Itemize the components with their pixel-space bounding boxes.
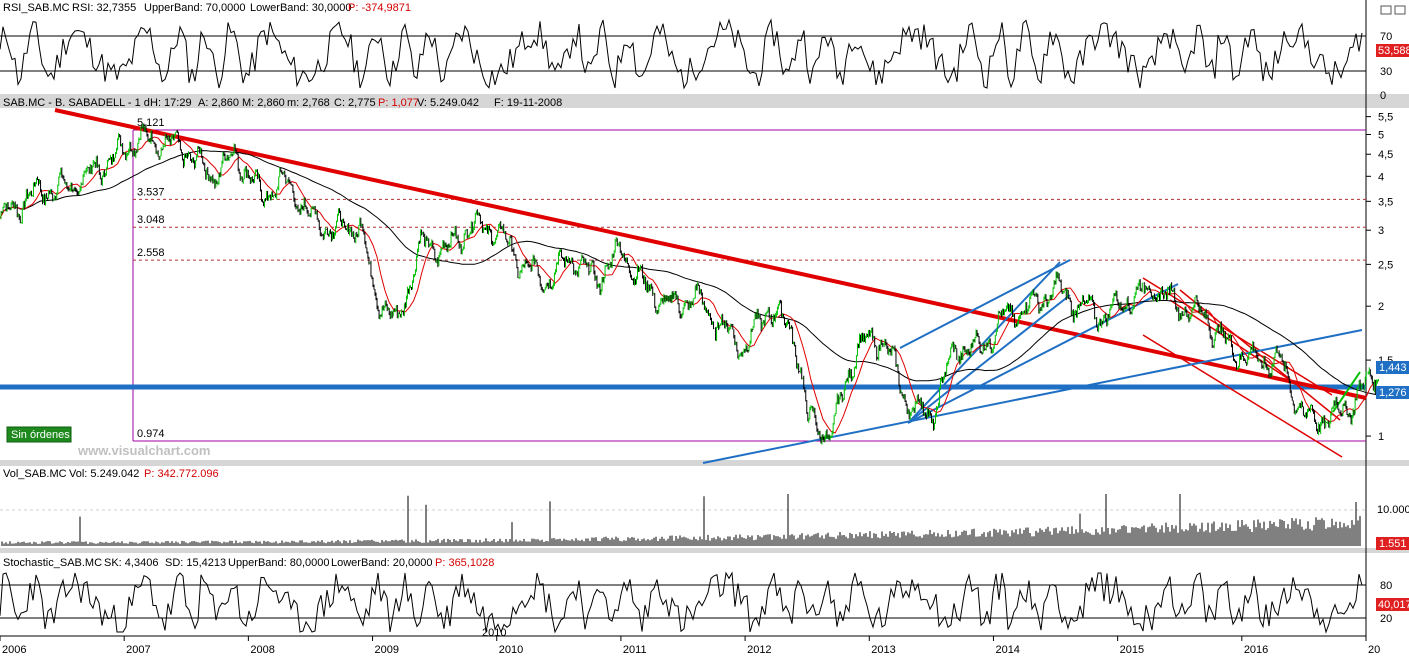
stochastic-line: [0, 571, 1363, 634]
rsi-header-p: P: -374,9871: [348, 2, 411, 14]
time-label-2014: 2014: [995, 644, 1019, 656]
moving-average-slow: [0, 150, 1379, 396]
price-header-c: C: 2,775: [334, 97, 376, 109]
rsi-axis-70: 70: [1380, 31, 1392, 43]
price-header-a: A: 2,860: [198, 97, 239, 109]
volume-separator[interactable]: [0, 548, 1409, 553]
price-axis-label-9: 1: [1378, 431, 1384, 443]
price-axis-label-3: 4: [1378, 171, 1384, 183]
watermark: www.visualchart.com: [77, 443, 210, 458]
price-axis-label-1: 5: [1378, 129, 1384, 141]
trend-red-inner-1[interactable]: [1169, 299, 1291, 381]
level-label-1: 3.537: [137, 186, 165, 198]
rsi-panel[interactable]: RSI_SAB.MC RSI: 32,7355 UpperBand: 70,00…: [0, 2, 1409, 102]
stoch-header-lower: LowerBand: 20,0000: [331, 557, 433, 569]
sin-ordenes-badge-bg[interactable]: [6, 426, 72, 443]
price-current-label: 1,443: [1379, 362, 1407, 374]
level-label-4: 0.974: [137, 428, 165, 440]
price-panel[interactable]: SAB.MC - B. SABADELL - 1 d H: 17:29 A: 2…: [0, 97, 1409, 464]
rsi-axis-30: 30: [1380, 66, 1392, 78]
price-axis-label-4: 3,5: [1378, 196, 1393, 208]
price-axis-label-2: 4,5: [1378, 149, 1393, 161]
time-label-2007: 2007: [126, 644, 150, 656]
rsi-header-upper: UpperBand: 70,0000: [144, 2, 246, 14]
rsi-header-value: RSI: 32,7355: [72, 2, 136, 14]
trend-red-channel-bottom[interactable]: [1142, 334, 1343, 458]
stoch-header-name: Stochastic_SAB.MC: [3, 557, 102, 569]
rsi-current-label: 53,588: [1378, 45, 1409, 57]
price-axis-label-0: 5,5: [1378, 112, 1393, 124]
rsi-header-name: RSI_SAB.MC: [3, 2, 70, 14]
stoch-axis-80: 80: [1380, 580, 1392, 592]
rsi-line: [0, 18, 1363, 90]
price-axis-label-7: 2: [1378, 301, 1384, 313]
price-header-p: P: 1,077: [378, 97, 419, 109]
rsi-header-lower: LowerBand: 30,0000: [250, 2, 352, 14]
stoch-header-upper: UpperBand: 80,0000: [228, 557, 330, 569]
volume-bars: [1, 494, 1361, 546]
stoch-header-p: P: 365,1028: [435, 557, 494, 569]
time-label-2013: 2013: [871, 644, 895, 656]
time-label-2010: 2010: [499, 644, 523, 656]
level-label-2: 3.048: [137, 214, 165, 226]
price-header-m: M: 2,860: [242, 97, 285, 109]
volume-header-name: Vol_SAB.MC: [3, 468, 67, 480]
time-label-20: 20: [1368, 644, 1380, 656]
price-header-mm: m: 2,768: [287, 97, 330, 109]
trend-blue-long[interactable]: [702, 329, 1363, 464]
time-label-2006: 2006: [2, 644, 26, 656]
trend-blue-fan-1[interactable]: [899, 259, 1071, 349]
time-label-2015: 2015: [1120, 644, 1144, 656]
price-axis-label-5: 3: [1378, 225, 1384, 237]
stochastic-panel[interactable]: Stochastic_SAB.MC SK: 4,3406 SD: 15,4213…: [0, 557, 1409, 639]
price-header-f: F: 19-11-2008: [494, 97, 562, 109]
volume-header-vol: Vol: 5.249.042: [69, 468, 139, 480]
volume-panel[interactable]: Vol_SAB.MC Vol: 5.249.042 P: 342.772.096…: [0, 468, 1409, 550]
time-label-2012: 2012: [747, 644, 771, 656]
price-axis-label-6: 2,5: [1378, 259, 1393, 271]
price-header-h: H: 17:29: [150, 97, 192, 109]
time-label-2011: 2011: [623, 644, 647, 656]
level-label-3: 2.558: [137, 247, 165, 259]
rsi-axis-0: 0: [1380, 90, 1386, 102]
trend-red-inner-2[interactable]: [1179, 289, 1341, 421]
stoch-header-sd: SD: 15,4213: [165, 557, 226, 569]
time-axis: 2006 2007 2008 2009 2010 2011 2012 2013 2014 2015…: [0, 636, 1380, 656]
volume-axis-10000: 10.000: [1377, 504, 1409, 516]
rsi-separator[interactable]: [0, 94, 1409, 108]
time-label-2016: 2016: [1244, 644, 1268, 656]
stoch-current-label: 40,017: [1378, 599, 1409, 611]
trend-red-main[interactable]: [54, 108, 1367, 400]
time-label-2008: 2008: [250, 644, 274, 656]
price-bars: [0, 123, 1379, 445]
price-header-name: SAB.MC - B. SABADELL - 1 d: [3, 97, 150, 109]
trend-blue-fan-2[interactable]: [907, 261, 1061, 424]
trend-blue-fan-3[interactable]: [907, 294, 1071, 424]
volume-header-p: P: 342.772.096: [144, 468, 219, 480]
price-header-v: V: 5.249.042: [417, 97, 479, 109]
support-current-label: 1,276: [1379, 387, 1407, 399]
time-label-2009: 2009: [375, 644, 399, 656]
volume-current-label: 1.551: [1379, 538, 1407, 550]
sin-ordenes-badge[interactable]: Sin órdenes: [11, 429, 70, 441]
stoch-inner-label: 2010: [482, 627, 506, 639]
stoch-header-sk: SK: 4,3406: [104, 557, 158, 569]
stoch-axis-20: 20: [1380, 613, 1392, 625]
